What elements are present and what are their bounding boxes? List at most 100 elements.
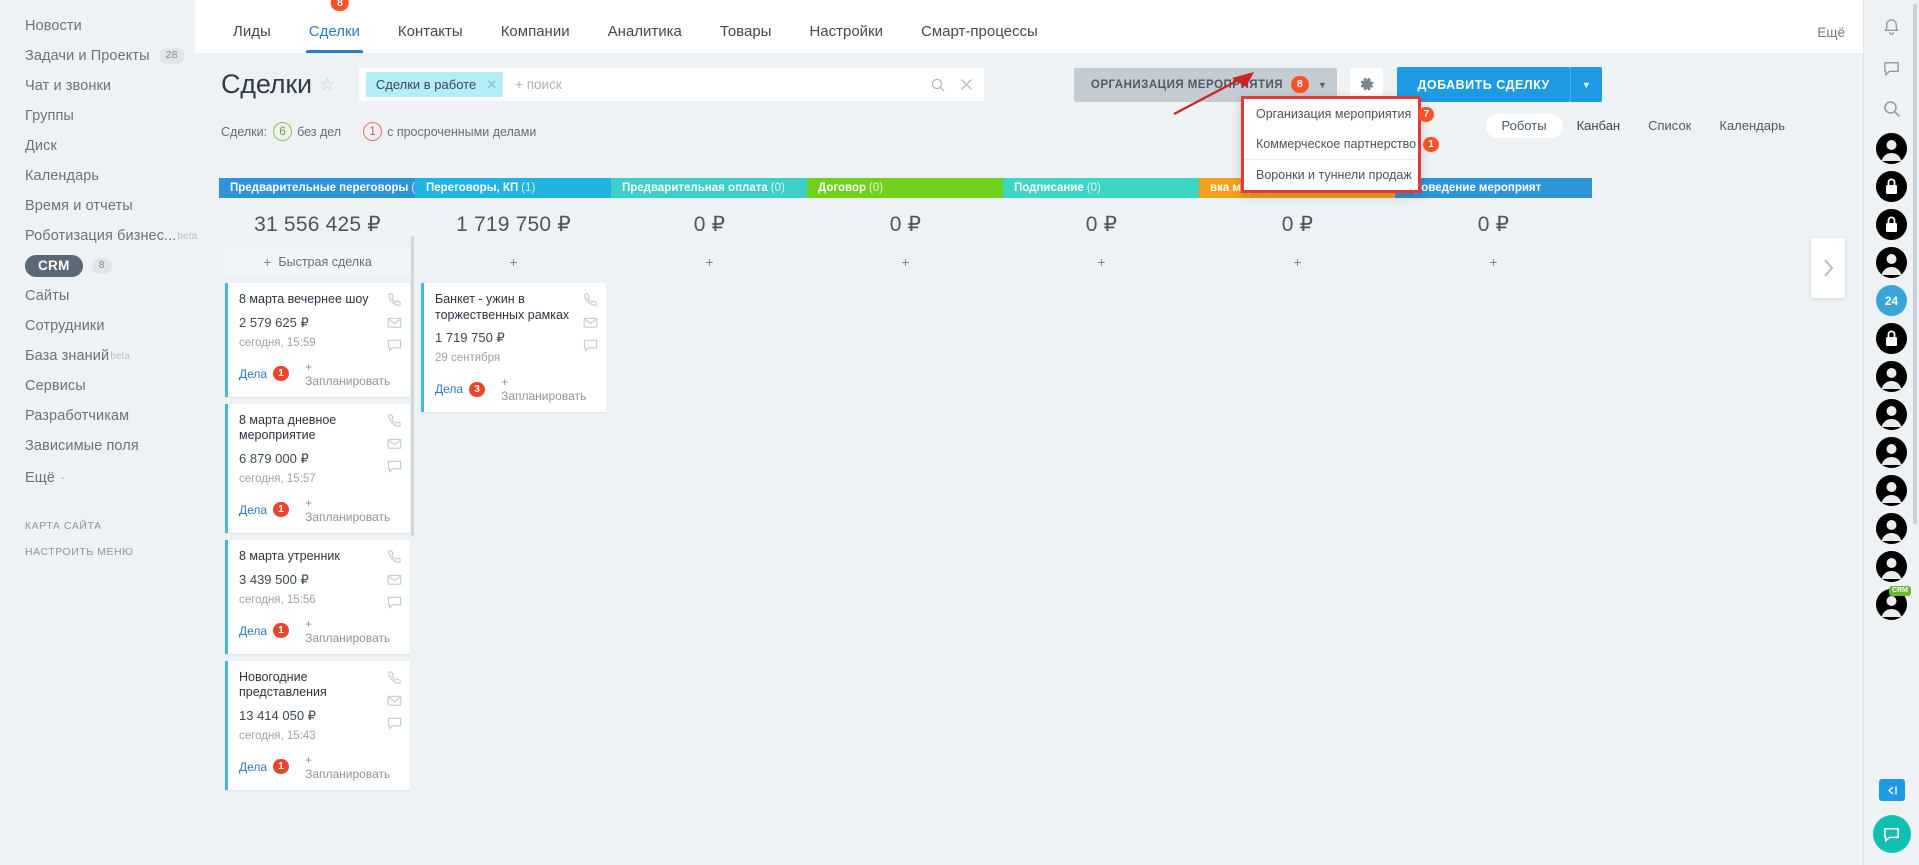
- phone-icon-wrap[interactable]: [387, 670, 402, 685]
- sidebar-item-6[interactable]: Время и отчеты: [0, 191, 195, 221]
- sidebar-item-3[interactable]: Группы: [0, 101, 195, 131]
- sidebar-configure-menu-link[interactable]: НАСТРОИТЬ МЕНЮ: [25, 546, 134, 558]
- search-icon[interactable]: [931, 78, 945, 92]
- user-avatar[interactable]: [1876, 399, 1907, 430]
- quick-add-deal-button[interactable]: +: [1401, 248, 1586, 276]
- sidebar-item-14[interactable]: Зависимые поля: [0, 431, 195, 461]
- deal-schedule-link[interactable]: + Запланировать: [305, 752, 391, 781]
- email-icon-wrap[interactable]: [583, 315, 598, 330]
- sidebar-item-5[interactable]: Календарь: [0, 161, 195, 191]
- comment-icon-wrap[interactable]: [583, 338, 598, 353]
- quick-add-deal-button[interactable]: + Быстрая сделка: [225, 248, 410, 276]
- quick-add-deal-button[interactable]: +: [617, 248, 802, 276]
- email-icon-wrap[interactable]: [387, 436, 402, 451]
- tab-5[interactable]: Товары: [701, 23, 791, 53]
- quick-add-deal-button[interactable]: +: [813, 248, 998, 276]
- deal-tasks-link[interactable]: Дела: [239, 366, 268, 381]
- phone-icon-wrap[interactable]: [387, 413, 402, 428]
- sidebar-item-9[interactable]: Сайты: [0, 281, 195, 311]
- add-deal-dropdown-toggle[interactable]: ▼: [1569, 67, 1602, 102]
- deal-tasks-link[interactable]: Дела: [239, 623, 268, 638]
- view-tab-2[interactable]: Список: [1648, 118, 1692, 133]
- view-tab-0[interactable]: Роботы: [1485, 114, 1563, 138]
- quick-add-deal-button[interactable]: +: [421, 248, 606, 276]
- phone-icon-wrap[interactable]: [387, 549, 402, 564]
- deal-card[interactable]: 8 марта вечернее шоу 2 579 625 ₽ сегодня, …: [225, 283, 410, 397]
- view-tab-3[interactable]: Календарь: [1719, 118, 1785, 133]
- deal-card[interactable]: Банкет - ужин в торжественных рамках 1 71…: [421, 283, 606, 413]
- page-scrollbar[interactable]: [1913, 4, 1917, 524]
- deal-schedule-link[interactable]: + Запланировать: [305, 359, 391, 388]
- clear-search-icon[interactable]: [960, 78, 973, 91]
- tab-7[interactable]: Смарт-процессы: [902, 23, 1057, 53]
- filter-chip[interactable]: Сделки в работе ✕: [365, 72, 504, 97]
- phone-icon-wrap[interactable]: [387, 292, 402, 307]
- kanban-column-header[interactable]: Предварительная оплата (0): [611, 178, 808, 198]
- deal-schedule-link[interactable]: + Запланировать: [501, 375, 587, 404]
- view-tab-1[interactable]: Канбан: [1576, 118, 1621, 133]
- settings-gear-button[interactable]: [1350, 68, 1384, 101]
- open-messenger-button[interactable]: [1872, 815, 1911, 853]
- sidebar-item-13[interactable]: Разработчикам: [0, 401, 195, 431]
- kanban-column-header[interactable]: Проведение мероприят: [1395, 178, 1592, 198]
- deal-schedule-link[interactable]: + Запланировать: [305, 616, 391, 645]
- stats-overdue-count[interactable]: 1: [363, 122, 383, 141]
- comment-icon-wrap[interactable]: [387, 716, 402, 731]
- deal-tasks-link[interactable]: Дела: [239, 759, 268, 774]
- dropdown-menu-item-1[interactable]: Коммерческое партнерство 1: [1244, 129, 1440, 159]
- collapse-panel-button[interactable]: [1878, 779, 1905, 801]
- rail-search-icon[interactable]: [1875, 92, 1909, 126]
- comment-icon-wrap[interactable]: [387, 459, 402, 474]
- add-deal-button[interactable]: ДОБАВИТЬ СДЕЛКУ: [1397, 67, 1570, 102]
- email-icon-wrap[interactable]: [387, 572, 402, 587]
- search-input[interactable]: + поиск: [515, 77, 562, 92]
- user-avatar[interactable]: [1876, 133, 1907, 164]
- sidebar-item-11[interactable]: База знаний beta: [0, 341, 195, 371]
- kanban-scroll-right-button[interactable]: [1811, 238, 1845, 298]
- email-icon-wrap[interactable]: [387, 315, 402, 330]
- filter-chip-remove-icon[interactable]: ✕: [486, 76, 498, 92]
- bitrix24-icon[interactable]: 24: [1876, 285, 1907, 316]
- sidebar-item-2[interactable]: Чат и звонки: [0, 71, 195, 101]
- sidebar-item-1[interactable]: Задачи и Проекты 28: [0, 41, 195, 71]
- deal-card[interactable]: Новогодние представления 13 414 050 ₽ сего…: [225, 660, 410, 790]
- sidebar-item-15[interactable]: Ещё -: [0, 463, 195, 493]
- locked-avatar[interactable]: [1876, 323, 1907, 354]
- sidebar-sitemap-link[interactable]: КАРТА САЙТА: [25, 520, 102, 532]
- sidebar-item-0[interactable]: Новости: [0, 11, 195, 41]
- quick-add-deal-button[interactable]: +: [1205, 248, 1390, 276]
- deal-tasks-link[interactable]: Дела: [435, 382, 464, 397]
- kanban-column-header[interactable]: Договор (0): [807, 178, 1004, 198]
- dropdown-menu-item-0[interactable]: Организация мероприятия 7: [1244, 99, 1435, 129]
- sidebar-item-12[interactable]: Сервисы: [0, 371, 195, 401]
- user-avatar[interactable]: [1876, 475, 1907, 506]
- kanban-column-scrollbar[interactable]: [411, 236, 414, 536]
- quick-add-deal-button[interactable]: +: [1009, 248, 1194, 276]
- top-nav-more[interactable]: Ещё: [1817, 25, 1845, 40]
- user-avatar[interactable]: [1876, 361, 1907, 392]
- comment-icon-wrap[interactable]: [387, 338, 402, 353]
- kanban-column-header[interactable]: Подписание (0): [1003, 178, 1200, 198]
- deal-card[interactable]: 8 марта дневное мероприятие 6 879 000 ₽ се…: [225, 403, 410, 533]
- deal-card[interactable]: 8 марта утренник 3 439 500 ₽ сегодня, 15:5…: [225, 539, 410, 654]
- kanban-column-header[interactable]: Переговоры, КП (1): [415, 178, 612, 198]
- tab-4[interactable]: Аналитика: [589, 23, 701, 53]
- comment-icon-wrap[interactable]: [387, 595, 402, 610]
- user-avatar[interactable]: [1876, 513, 1907, 544]
- deal-schedule-link[interactable]: + Запланировать: [305, 495, 391, 524]
- locked-avatar[interactable]: [1876, 171, 1907, 202]
- user-avatar[interactable]: [1876, 437, 1907, 468]
- notifications-bell-icon[interactable]: [1875, 10, 1909, 44]
- tab-3[interactable]: Компании: [482, 23, 589, 53]
- dropdown-menu-item-2[interactable]: Воронки и туннели продаж: [1244, 160, 1418, 190]
- tab-6[interactable]: Настройки: [790, 23, 902, 53]
- tab-1[interactable]: Сделки 8: [290, 0, 379, 53]
- user-avatar[interactable]: [1876, 551, 1907, 582]
- chat-bubble-icon[interactable]: [1875, 51, 1909, 85]
- stats-no-tasks-count[interactable]: 6: [273, 122, 293, 141]
- sidebar-item-8[interactable]: CRM 8: [0, 251, 195, 281]
- deal-tasks-link[interactable]: Дела: [239, 502, 268, 517]
- favorite-star-icon[interactable]: ☆: [319, 74, 335, 94]
- phone-icon-wrap[interactable]: [583, 292, 598, 307]
- user-avatar[interactable]: [1876, 247, 1907, 278]
